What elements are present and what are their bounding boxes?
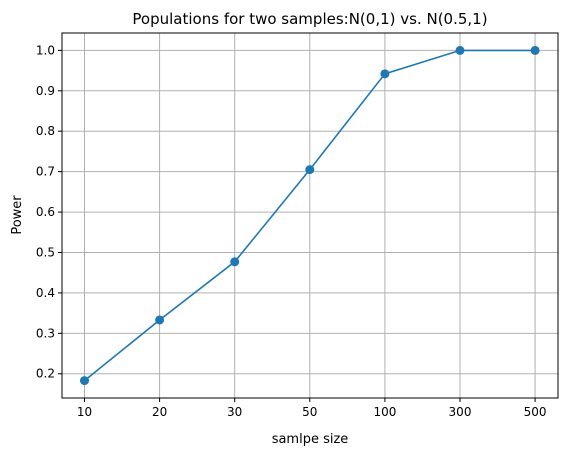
data-point (455, 45, 465, 55)
x-tick-label: 100 (373, 405, 396, 419)
data-point (155, 315, 165, 325)
series-line (80, 45, 540, 386)
data-point (380, 69, 390, 79)
y-tick-label: 0.4 (36, 286, 55, 300)
y-tick-label: 0.6 (36, 205, 55, 219)
grid (62, 33, 558, 398)
x-tick-label: 20 (152, 405, 167, 419)
x-tick-label: 30 (227, 405, 242, 419)
x-tick-label: 500 (524, 405, 547, 419)
data-point (80, 376, 89, 386)
x-tick-label: 50 (302, 405, 317, 419)
chart-title: Populations for two samples:N(0,1) vs. N… (132, 10, 487, 28)
y-tick-label: 0.3 (36, 326, 55, 340)
y-tick-label: 0.5 (36, 245, 55, 259)
x-tick-label: 300 (449, 405, 472, 419)
x-axis-label: samlpe size (272, 432, 349, 447)
data-point (230, 257, 240, 267)
y-tick-label: 0.8 (36, 124, 55, 138)
plot-frame (61, 32, 559, 399)
x-tick-label: 10 (77, 405, 92, 419)
x-axis: 10 20 30 50 100 300 500 (77, 398, 547, 419)
y-tick-label: 0.2 (36, 367, 55, 381)
y-tick-label: 0.9 (36, 84, 55, 98)
y-tick-label: 0.7 (36, 165, 55, 179)
data-point (530, 45, 540, 55)
y-axis: 0.2 0.3 0.4 0.5 0.6 0.7 0.8 0.9 1.0 (36, 43, 62, 381)
data-point (305, 165, 315, 175)
y-tick-label: 1.0 (36, 43, 55, 57)
y-axis-label: Power (10, 195, 25, 235)
